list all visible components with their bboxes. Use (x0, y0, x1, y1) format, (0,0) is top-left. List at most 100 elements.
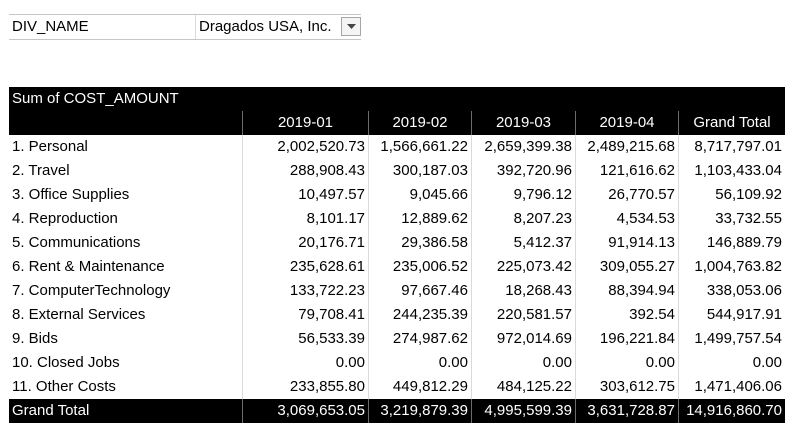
row-label[interactable]: 4. Reproduction (9, 207, 243, 231)
row-label-header[interactable] (9, 111, 243, 135)
row-label[interactable]: 6. Rent & Maintenance (9, 255, 243, 279)
row-label[interactable]: 10. Closed Jobs (9, 351, 243, 375)
value-cell[interactable]: 2,002,520.73 (243, 135, 369, 159)
column-header[interactable]: 2019-02 (369, 111, 472, 135)
value-cell[interactable]: 0.00 (472, 351, 576, 375)
table-row: 11. Other Costs 233,855.80 449,812.29 484,1… (9, 375, 785, 399)
row-label[interactable]: 11. Other Costs (9, 375, 243, 399)
row-total-cell[interactable]: 146,889.79 (706, 234, 782, 251)
value-cell[interactable]: 18,268.43 (472, 279, 576, 303)
grand-total-row: Grand Total 3,069,653.05 3,219,879.39 4,… (9, 399, 785, 423)
value-cell[interactable]: 300,187.03 (369, 159, 472, 183)
table-row: 5. Communications 20,176.71 29,386.58 5,412… (9, 231, 785, 255)
row-label[interactable]: 2. Travel (9, 159, 243, 183)
row-label[interactable]: 1. Personal (9, 135, 243, 159)
triangle-down-icon (346, 23, 356, 29)
value-cell[interactable]: 0.00 (576, 351, 679, 375)
pivot-column-header-row: 2019-01 2019-02 2019-03 2019-04 Grand To… (9, 111, 785, 135)
value-cell[interactable]: 10,497.57 (243, 183, 369, 207)
table-row: 2. Travel 288,908.43 300,187.03 392,720.96 1… (9, 159, 785, 183)
table-row: 3. Office Supplies 10,497.57 9,045.66 9,796… (9, 183, 785, 207)
total-cell[interactable]: 14,916,860.70 (686, 402, 782, 419)
pivot-title[interactable]: Sum of COST_AMOUNT (12, 90, 179, 107)
table-row: 6. Rent & Maintenance 235,628.61 235,006.5… (9, 255, 785, 279)
value-cell[interactable]: 12,889.62 (369, 207, 472, 231)
value-cell[interactable]: 121,616.62 (576, 159, 679, 183)
value-cell[interactable]: 9,796.12 (472, 183, 576, 207)
value-cell[interactable]: 91,914.13 (576, 231, 679, 255)
pivot-title-row: Sum of COST_AMOUNT (9, 87, 785, 111)
row-label[interactable]: 3. Office Supplies (9, 183, 243, 207)
table-row: 8. External Services 79,708.41 244,235.39 2… (9, 303, 785, 327)
column-header[interactable]: 2019-04 (576, 111, 679, 135)
grand-total-label[interactable]: Grand Total (9, 399, 243, 423)
filter-dropdown-button[interactable] (341, 17, 361, 36)
table-row: 4. Reproduction 8,101.17 12,889.62 8,207.23… (9, 207, 785, 231)
value-cell[interactable]: 4,534.53 (576, 207, 679, 231)
total-cell[interactable]: 3,069,653.05 (243, 399, 369, 423)
row-total-cell[interactable]: 1,499,757.54 (694, 330, 782, 347)
value-cell[interactable]: 29,386.58 (369, 231, 472, 255)
value-cell[interactable]: 309,055.27 (576, 255, 679, 279)
row-label[interactable]: 7. ComputerTechnology (9, 279, 243, 303)
filter-value[interactable]: Dragados USA, Inc. (199, 18, 332, 35)
table-row: 7. ComputerTechnology 133,722.23 97,667.46… (9, 279, 785, 303)
value-cell[interactable]: 9,045.66 (369, 183, 472, 207)
value-cell[interactable]: 303,612.75 (576, 375, 679, 399)
value-cell[interactable]: 392,720.96 (472, 159, 576, 183)
row-total-cell[interactable]: 33,732.55 (715, 210, 782, 227)
row-total-cell[interactable]: 1,471,406.06 (694, 378, 782, 395)
row-total-cell[interactable]: 544,917.91 (706, 306, 782, 323)
value-cell[interactable]: 235,628.61 (243, 255, 369, 279)
value-cell[interactable]: 26,770.57 (576, 183, 679, 207)
value-cell[interactable]: 88,394.94 (576, 279, 679, 303)
grand-total-column-header[interactable]: Grand Total (693, 114, 771, 131)
value-cell[interactable]: 225,073.42 (472, 255, 576, 279)
total-cell[interactable]: 3,219,879.39 (369, 399, 472, 423)
row-label[interactable]: 8. External Services (9, 303, 243, 327)
pivot-table: Sum of COST_AMOUNT 2019-01 2019-02 2019-… (9, 87, 785, 423)
row-total-cell[interactable]: 338,053.06 (706, 282, 782, 299)
table-row: 10. Closed Jobs 0.00 0.00 0.00 0.00 0.00 (9, 351, 785, 375)
table-row: 9. Bids 56,533.39 274,987.62 972,014.69 196,… (9, 327, 785, 351)
value-cell[interactable]: 1,566,661.22 (369, 135, 472, 159)
value-cell[interactable]: 2,489,215.68 (576, 135, 679, 159)
value-cell[interactable]: 392.54 (576, 303, 679, 327)
value-cell[interactable]: 244,235.39 (369, 303, 472, 327)
pivot-body: 1. Personal 2,002,520.73 1,566,661.22 2,659… (9, 135, 785, 399)
column-header[interactable]: 2019-01 (243, 111, 369, 135)
value-cell[interactable]: 233,855.80 (243, 375, 369, 399)
report-filter: DIV_NAME Dragados USA, Inc. (9, 14, 361, 40)
value-cell[interactable]: 5,412.37 (472, 231, 576, 255)
value-cell[interactable]: 220,581.57 (472, 303, 576, 327)
value-cell[interactable]: 8,207.23 (472, 207, 576, 231)
row-total-cell[interactable]: 1,103,433.04 (694, 162, 782, 179)
column-header[interactable]: 2019-03 (472, 111, 576, 135)
total-cell[interactable]: 4,995,599.39 (472, 399, 576, 423)
value-cell[interactable]: 196,221.84 (576, 327, 679, 351)
value-cell[interactable]: 288,908.43 (243, 159, 369, 183)
value-cell[interactable]: 274,987.62 (369, 327, 472, 351)
value-cell[interactable]: 0.00 (369, 351, 472, 375)
value-cell[interactable]: 79,708.41 (243, 303, 369, 327)
value-cell[interactable]: 235,006.52 (369, 255, 472, 279)
total-cell[interactable]: 3,631,728.87 (576, 399, 679, 423)
value-cell[interactable]: 449,812.29 (369, 375, 472, 399)
row-total-cell[interactable]: 0.00 (752, 354, 782, 371)
row-total-cell[interactable]: 1,004,763.82 (694, 258, 782, 275)
value-cell[interactable]: 20,176.71 (243, 231, 369, 255)
row-label[interactable]: 5. Communications (9, 231, 243, 255)
table-row: 1. Personal 2,002,520.73 1,566,661.22 2,659… (9, 135, 785, 159)
value-cell[interactable]: 0.00 (243, 351, 369, 375)
value-cell[interactable]: 97,667.46 (369, 279, 472, 303)
value-cell[interactable]: 8,101.17 (243, 207, 369, 231)
row-total-cell[interactable]: 8,717,797.01 (694, 138, 782, 155)
row-label[interactable]: 9. Bids (9, 327, 243, 351)
row-total-cell[interactable]: 56,109.92 (715, 186, 782, 203)
value-cell[interactable]: 2,659,399.38 (472, 135, 576, 159)
filter-field-name: DIV_NAME (9, 15, 196, 39)
value-cell[interactable]: 484,125.22 (472, 375, 576, 399)
value-cell[interactable]: 56,533.39 (243, 327, 369, 351)
value-cell[interactable]: 133,722.23 (243, 279, 369, 303)
value-cell[interactable]: 972,014.69 (472, 327, 576, 351)
